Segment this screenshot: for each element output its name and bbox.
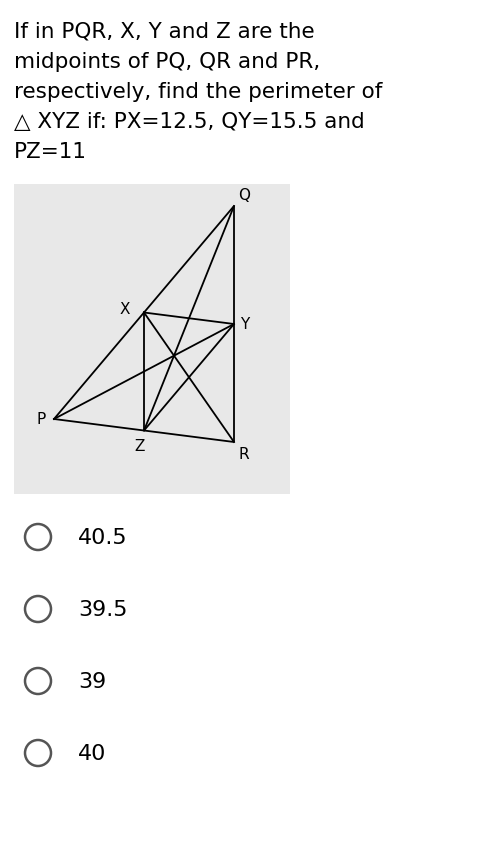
Text: midpoints of PQ, QR and PR,: midpoints of PQ, QR and PR, [14, 52, 320, 72]
Text: R: R [238, 446, 249, 461]
Text: 39: 39 [78, 671, 106, 691]
Text: respectively, find the perimeter of: respectively, find the perimeter of [14, 82, 383, 102]
Text: Q: Q [238, 188, 250, 203]
Text: P: P [37, 412, 46, 427]
Text: 39.5: 39.5 [78, 600, 128, 619]
Text: 40: 40 [78, 743, 107, 763]
Text: PZ=11: PZ=11 [14, 142, 87, 162]
Text: If in PQR, X, Y and Z are the: If in PQR, X, Y and Z are the [14, 22, 314, 42]
Text: Y: Y [240, 317, 249, 332]
Text: 40.5: 40.5 [78, 527, 128, 548]
Text: X: X [120, 302, 130, 316]
Text: △ XYZ if: PX=12.5, QY=15.5 and: △ XYZ if: PX=12.5, QY=15.5 and [14, 112, 365, 132]
Bar [14, 185, 290, 495]
Text: Z: Z [135, 439, 145, 454]
